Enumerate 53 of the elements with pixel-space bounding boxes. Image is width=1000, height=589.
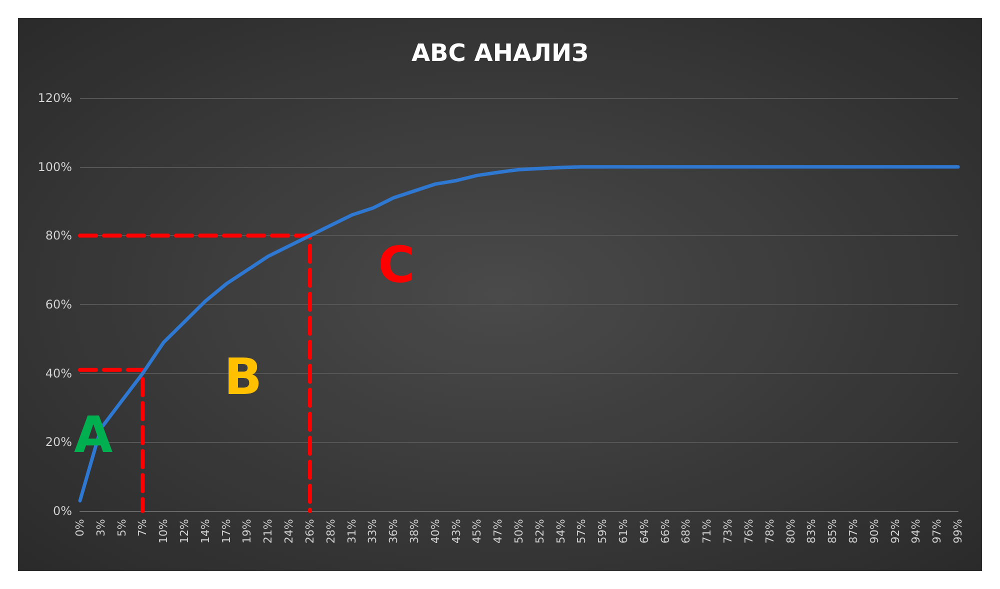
x-tick-label: 12% bbox=[178, 519, 192, 544]
x-tick-label: 59% bbox=[596, 519, 610, 544]
x-tick-label: 64% bbox=[638, 519, 651, 544]
x-tick-label: 87% bbox=[846, 519, 860, 544]
x-tick-label: 28% bbox=[324, 519, 338, 544]
x-tick-label: 80% bbox=[784, 519, 798, 544]
y-tick-label: 60% bbox=[45, 298, 72, 312]
x-tick-label: 92% bbox=[888, 519, 902, 544]
x-tick-label: 57% bbox=[575, 519, 588, 544]
x-tick-label: 26% bbox=[303, 519, 316, 544]
x-tick-label: 0% bbox=[74, 519, 86, 536]
x-tick-label: 90% bbox=[868, 519, 881, 544]
x-tick-label: 97% bbox=[930, 519, 944, 544]
x-tick-label: 54% bbox=[554, 519, 568, 544]
x-tick-label: 68% bbox=[680, 519, 693, 544]
x-tick-label: 31% bbox=[345, 519, 358, 544]
x-tick-label: 61% bbox=[617, 519, 630, 544]
x-tick-label: 47% bbox=[492, 519, 505, 544]
annotation: C bbox=[378, 236, 415, 294]
x-tick-label: 76% bbox=[742, 519, 756, 544]
x-tick-label: 5% bbox=[115, 519, 128, 536]
y-tick-label: 120% bbox=[38, 91, 72, 105]
x-tick-label: 14% bbox=[198, 519, 212, 544]
y-tick-label: 100% bbox=[38, 160, 72, 174]
x-tick-label: 99% bbox=[952, 519, 964, 544]
x-tick-label: 36% bbox=[387, 519, 400, 544]
x-tick-label: 24% bbox=[282, 519, 296, 544]
y-tick-label: 80% bbox=[45, 228, 72, 243]
x-tick-label: 3% bbox=[94, 519, 108, 536]
x-tick-label: 71% bbox=[700, 519, 714, 544]
x-tick-label: 19% bbox=[240, 519, 254, 544]
x-tick-label: 94% bbox=[910, 519, 923, 544]
x-tick-label: 73% bbox=[722, 519, 735, 544]
x-tick-label: 7% bbox=[136, 519, 150, 536]
x-tick-label: 66% bbox=[658, 519, 672, 544]
annotation: B bbox=[224, 348, 262, 406]
x-tick-label: 21% bbox=[262, 519, 275, 544]
x-tick-label: 50% bbox=[512, 519, 526, 544]
x-tick-label: 33% bbox=[366, 519, 380, 544]
x-tick-label: 45% bbox=[470, 519, 484, 544]
x-tick-label: 17% bbox=[220, 519, 233, 544]
y-tick-label: 40% bbox=[45, 366, 72, 380]
y-tick-label: 0% bbox=[52, 504, 72, 518]
x-tick-label: 83% bbox=[805, 519, 818, 544]
x-tick-label: 10% bbox=[157, 519, 170, 544]
x-tick-label: 85% bbox=[826, 519, 840, 544]
chart-title: ABC АНАЛИЗ bbox=[411, 39, 589, 67]
x-tick-label: 52% bbox=[533, 519, 546, 544]
x-tick-label: 38% bbox=[408, 519, 421, 544]
x-tick-label: 43% bbox=[450, 519, 463, 544]
y-tick-label: 20% bbox=[45, 435, 72, 450]
x-tick-label: 78% bbox=[763, 519, 776, 544]
x-tick-label: 40% bbox=[428, 519, 442, 544]
